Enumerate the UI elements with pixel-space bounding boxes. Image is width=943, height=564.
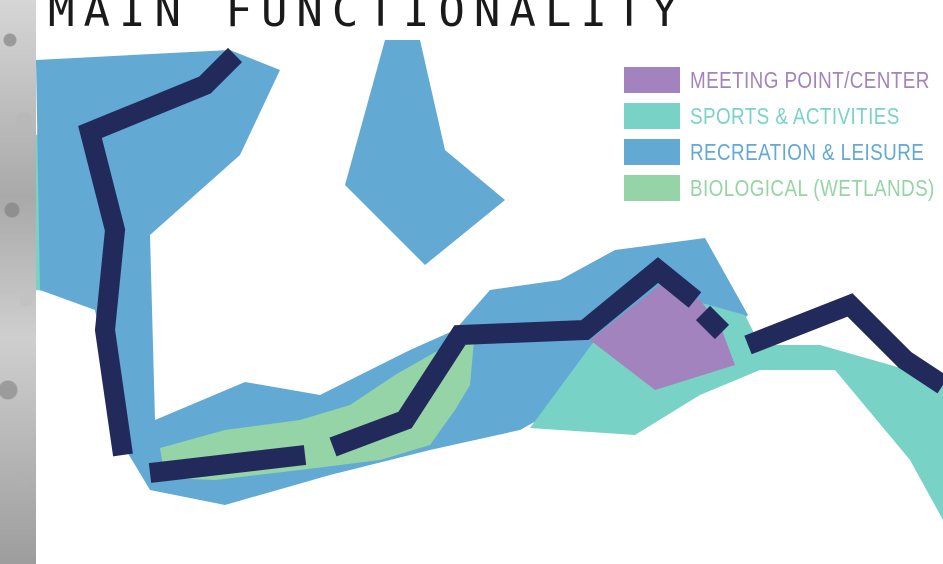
legend-label-wetlands: BIOLOGICAL (WETLANDS)	[690, 174, 935, 201]
legend-item-wetlands: BIOLOGICAL (WETLANDS)	[624, 174, 943, 202]
legend-swatch-wetlands	[624, 175, 680, 201]
route-segment-east	[744, 293, 943, 394]
legend-swatch-meeting	[624, 67, 680, 93]
legend-label-sports: SPORTS & ACTIVITIES	[690, 102, 900, 129]
legend-item-meeting: MEETING POINT/CENTER	[624, 66, 943, 94]
legend-swatch-sports	[624, 103, 680, 129]
legend-swatch-recreation	[624, 139, 680, 165]
legend-label-meeting: MEETING POINT/CENTER	[690, 66, 930, 93]
aerial-photo-strip	[0, 0, 36, 564]
legend-item-sports: SPORTS & ACTIVITIES	[624, 102, 943, 130]
legend-label-recreation: RECREATION & LEISURE	[690, 138, 925, 165]
wetlands-zone	[160, 330, 475, 480]
route-segment-stub	[695, 305, 730, 340]
meeting-point-zone	[590, 285, 735, 390]
map-legend: MEETING POINT/CENTER SPORTS & ACTIVITIES…	[624, 66, 943, 202]
legend-item-recreation: RECREATION & LEISURE	[624, 138, 943, 166]
page-title: MAIN FUNCTIONALITY	[48, 0, 687, 37]
recreation-zone-north	[345, 40, 505, 265]
route-segment-south	[148, 445, 307, 483]
route-segment-central	[329, 257, 702, 457]
route-segment-north	[78, 47, 243, 457]
